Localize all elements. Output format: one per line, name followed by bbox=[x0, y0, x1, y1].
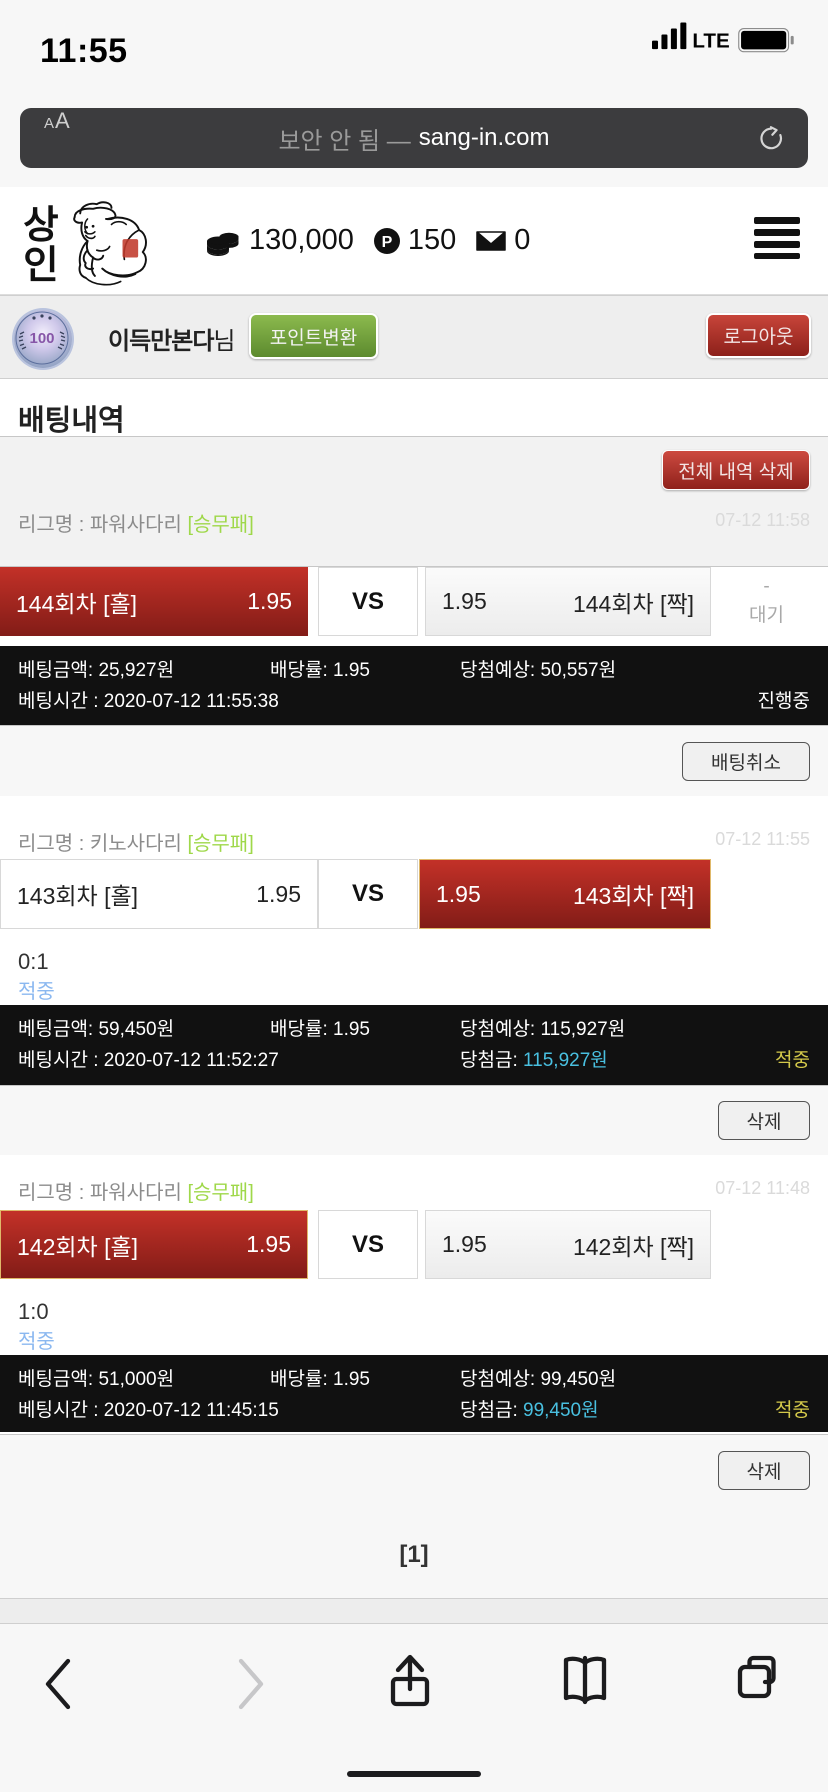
svg-text:LTE: LTE bbox=[692, 29, 729, 52]
svg-text:P: P bbox=[381, 234, 392, 251]
svg-text:100: 100 bbox=[29, 330, 54, 347]
svg-text:인: 인 bbox=[23, 244, 59, 287]
svg-text:상: 상 bbox=[23, 204, 59, 247]
